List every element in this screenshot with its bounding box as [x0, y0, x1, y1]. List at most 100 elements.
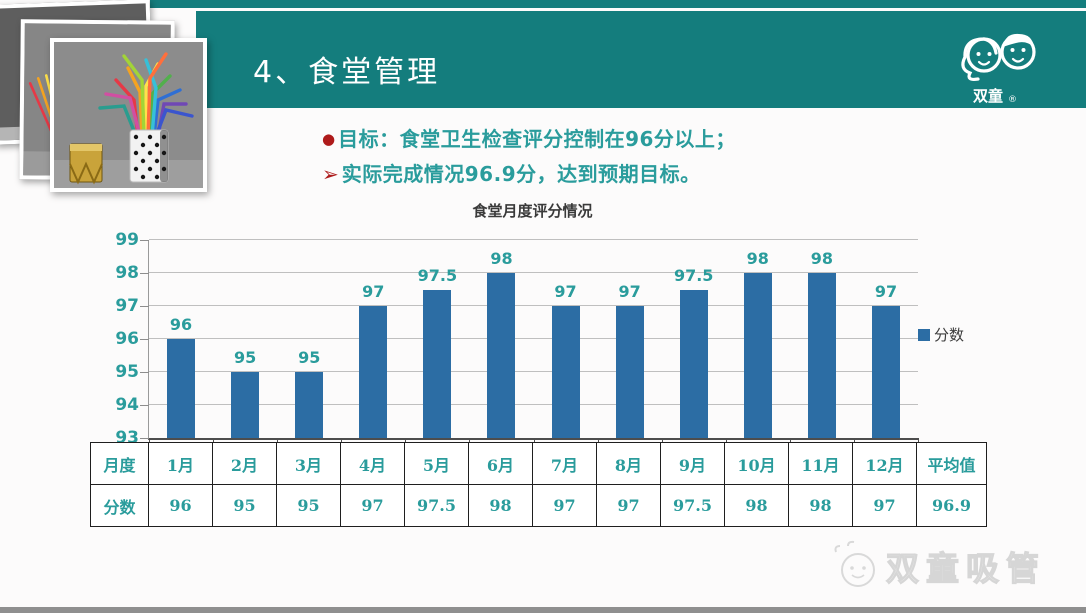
chart-gridline	[149, 305, 918, 306]
score-bar	[423, 289, 452, 438]
arrow-bullet-icon: ➢	[322, 162, 339, 186]
table-cell: 98	[788, 484, 853, 527]
bar-value-label: 96	[169, 315, 193, 334]
score-bar	[231, 372, 260, 438]
photo-stack	[0, 0, 230, 210]
table-cell: 8月	[596, 442, 661, 485]
table-cell: 7月	[532, 442, 597, 485]
page-title: 4、食堂管理	[253, 55, 441, 90]
bar-value-label: 95	[298, 348, 321, 367]
x-axis-tick	[213, 438, 215, 443]
table-header-row: 月度 1月 2月 3月 4月 5月 6月 7月 8月 9月 10月 11月 12月 平均值	[90, 442, 987, 485]
scores-table: 月度 1月 2月 3月 4月 5月 6月 7月 8月 9月 10月 11月 12月 平均值 分数 96 95 95…	[90, 442, 987, 527]
x-axis-tick	[725, 438, 727, 443]
table-cell: 97	[852, 484, 917, 527]
table-cell: 10月	[724, 442, 789, 485]
table-cell: 98	[724, 484, 789, 527]
goal-bullets: ● 目标：食堂卫生检查评分控制在96分以上； ➢ 实际完成情况96.9分，达到预…	[322, 126, 736, 196]
score-bar	[551, 306, 580, 438]
table-cell: 2月	[212, 442, 277, 485]
y-axis-tick	[140, 404, 149, 406]
bullet-dot-icon: ●	[322, 130, 336, 148]
y-axis-label: 99	[115, 230, 139, 250]
score-bar	[679, 289, 708, 438]
goal-bullet-line: ● 目标：食堂卫生检查评分控制在96分以上；	[322, 126, 736, 152]
result-text: 实际完成情况96.9分，达到预期目标。	[341, 162, 701, 186]
chart-legend: 分数	[918, 324, 964, 345]
brand-logo: 双童 ®	[950, 19, 1054, 115]
x-axis-tick	[918, 438, 919, 443]
y-axis-tick	[140, 338, 149, 340]
table-cell: 12月	[852, 442, 917, 485]
table-cell: 97.5	[660, 484, 725, 527]
table-cell: 98	[468, 484, 533, 527]
legend-label: 分数	[934, 326, 965, 344]
monthly-score-bar-chart: 93 94 95 96 97 98 99 96 95 95 97 97.5 98 97 97 97.5 98 98…	[115, 230, 919, 448]
bar-value-label: 95	[233, 348, 257, 367]
x-axis-tick	[853, 438, 855, 443]
table-cell: 97	[596, 484, 661, 527]
table-cell: 分数	[90, 484, 149, 527]
x-axis-tick	[405, 438, 407, 443]
table-cell: 95	[276, 484, 341, 527]
score-bar	[487, 273, 516, 438]
y-axis-tick	[140, 272, 149, 274]
y-axis-label: 96	[115, 329, 139, 349]
score-bar	[871, 306, 900, 438]
y-axis-tick	[140, 239, 149, 241]
bar-value-label: 97.5	[673, 265, 714, 285]
bar-value-label: 97.5	[417, 265, 458, 285]
x-axis-tick	[597, 438, 599, 443]
table-cell: 月度	[90, 442, 149, 485]
table-cell: 96	[148, 484, 213, 527]
y-axis-label: 98	[115, 263, 139, 283]
y-axis-label: 95	[115, 362, 139, 382]
bar-value-label: 97	[874, 282, 898, 301]
header-top-strip	[150, 0, 1086, 8]
x-axis-tick	[277, 438, 279, 443]
bar-value-label: 98	[810, 249, 833, 268]
table-cell: 9月	[660, 442, 725, 485]
chart-gridline	[149, 239, 918, 240]
legend-swatch	[918, 328, 930, 341]
chart-title: 食堂月度评分情况	[472, 202, 593, 220]
watermark-text: 双童吸管	[885, 548, 1046, 588]
y-axis-tick	[140, 305, 149, 307]
logo-registered-mark: ®	[1008, 95, 1017, 105]
straws-in-cup-photo	[54, 42, 203, 188]
table-cell: 4月	[340, 442, 405, 485]
x-axis-tick	[533, 438, 535, 443]
photo-frame-front	[50, 38, 207, 192]
x-axis-tick	[469, 438, 471, 443]
goal-text: 目标：食堂卫生检查评分控制在96分以上；	[338, 127, 736, 151]
bar-value-label: 98	[746, 249, 769, 268]
table-cell: 95	[212, 484, 277, 527]
y-axis-tick	[140, 371, 149, 373]
table-cell: 97	[340, 484, 405, 527]
watermark: 双童吸管	[824, 540, 1046, 592]
table-cell: 平均值	[916, 442, 987, 485]
bar-value-label: 98	[490, 249, 513, 268]
bar-value-label: 97	[554, 282, 577, 301]
x-axis-tick	[149, 438, 150, 443]
chart-gridline	[149, 272, 918, 273]
table-cell: 97	[532, 484, 597, 527]
footer-bar	[0, 607, 1086, 613]
table-cell: 1月	[148, 442, 213, 485]
table-cell: 3月	[276, 442, 341, 485]
score-bar	[167, 339, 196, 438]
table-cell: 96.9	[916, 484, 987, 527]
x-axis-tick	[789, 438, 791, 443]
score-bar	[615, 306, 644, 438]
table-cell: 6月	[468, 442, 533, 485]
table-cell: 11月	[788, 442, 853, 485]
y-axis-label: 94	[115, 395, 139, 415]
x-axis-tick	[341, 438, 343, 443]
score-bar	[359, 306, 388, 438]
bar-value-label: 97	[618, 282, 641, 301]
child-face-watermark-icon	[834, 540, 875, 587]
chart-gridline	[149, 338, 918, 339]
y-axis-label: 97	[115, 296, 139, 316]
score-bar	[807, 273, 836, 438]
